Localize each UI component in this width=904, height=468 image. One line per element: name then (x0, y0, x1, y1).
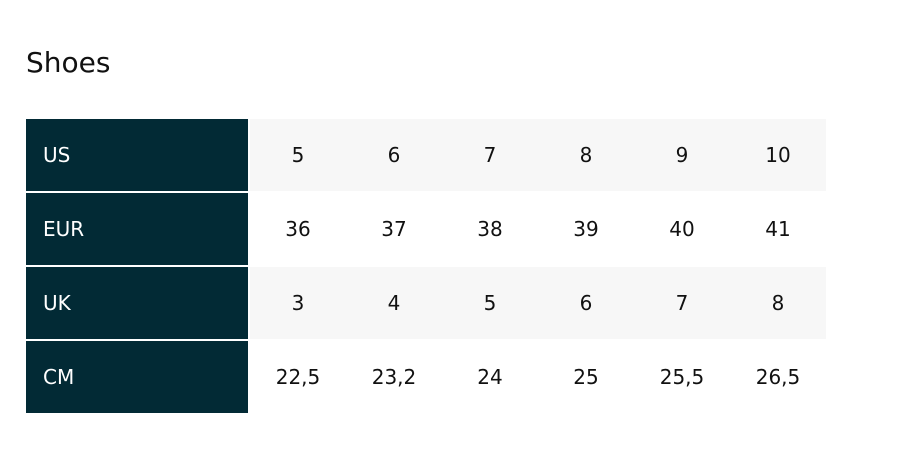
table-row: CM 22,5 23,2 24 25 25,5 26,5 (26, 341, 826, 413)
table-row: UK 3 4 5 6 7 8 (26, 267, 826, 341)
size-cell: 8 (538, 119, 634, 193)
row-header: EUR (26, 193, 250, 267)
size-cell: 41 (730, 193, 826, 267)
size-cell: 24 (477, 365, 503, 389)
page-title: Shoes (26, 46, 111, 79)
size-cell: 26,5 (755, 365, 801, 389)
row-header: US (26, 119, 250, 193)
row-header: UK (26, 267, 250, 341)
size-cell: 10 (730, 119, 826, 193)
size-table: US 5 6 7 8 9 10 EUR 36 37 38 39 40 41 UK 3 4 5 6 7 8 CM 22,5 23… (26, 119, 826, 413)
size-cell: 36 (250, 193, 346, 267)
size-cell: 5 (442, 267, 538, 341)
size-cell: 6 (346, 119, 442, 193)
size-cell: 38 (442, 193, 538, 267)
size-cell: 5 (250, 119, 346, 193)
size-cell: 25 (573, 365, 599, 389)
size-cell: 6 (538, 267, 634, 341)
size-cell: 23,2 (371, 365, 417, 389)
size-cell: 4 (346, 267, 442, 341)
table-row: EUR 36 37 38 39 40 41 (26, 193, 826, 267)
size-cell: 39 (538, 193, 634, 267)
row-header: CM (26, 341, 250, 413)
size-cell: 9 (634, 119, 730, 193)
table-row: US 5 6 7 8 9 10 (26, 119, 826, 193)
size-cell: 25,5 (659, 365, 705, 389)
size-cell: 7 (442, 119, 538, 193)
size-cell: 37 (346, 193, 442, 267)
size-cell: 3 (250, 267, 346, 341)
size-cell: 22,5 (275, 365, 321, 389)
size-cell: 7 (634, 267, 730, 341)
size-cell: 8 (730, 267, 826, 341)
size-cell: 40 (634, 193, 730, 267)
